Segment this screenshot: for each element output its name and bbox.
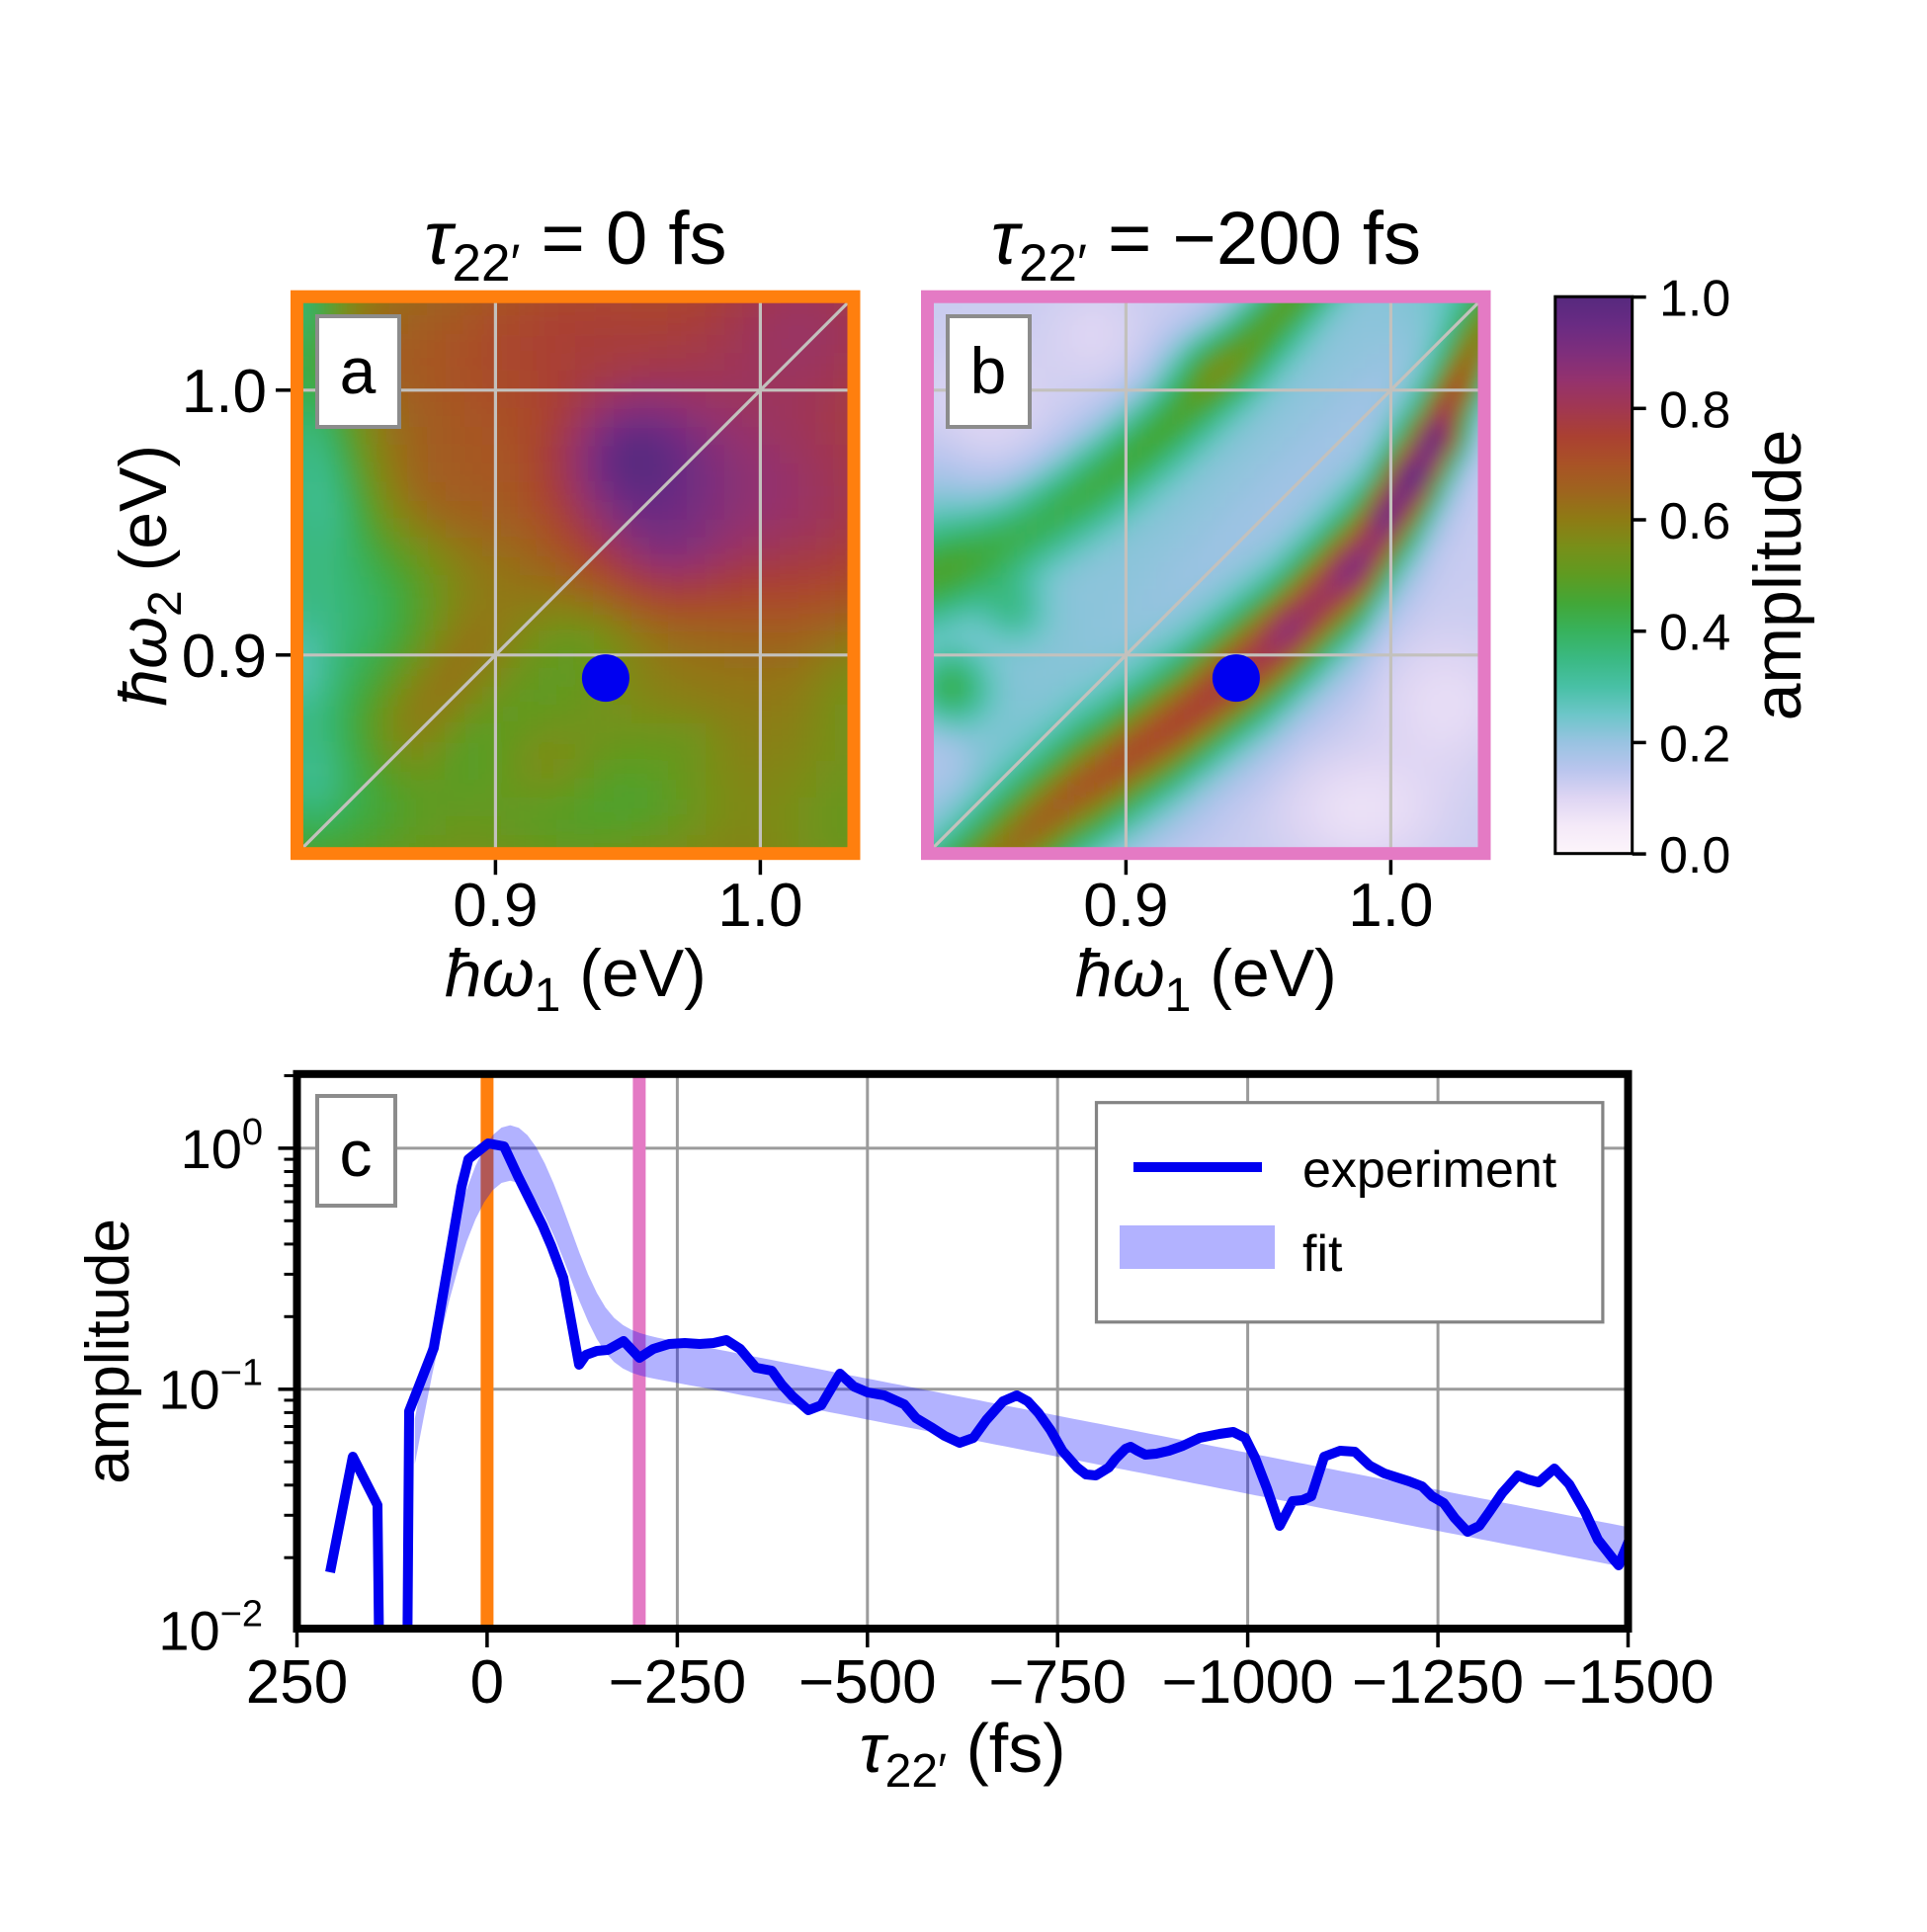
svg-text:0.9: 0.9 [453, 872, 538, 940]
svg-text:τ22′ (fs): τ22′ (fs) [859, 1710, 1065, 1798]
svg-text:250: 250 [246, 1648, 348, 1717]
svg-text:−250: −250 [609, 1648, 747, 1717]
svg-text:0.4: 0.4 [1659, 605, 1730, 662]
svg-text:c: c [340, 1117, 373, 1190]
svg-text:0: 0 [470, 1648, 504, 1717]
svg-text:1.0: 1.0 [182, 358, 267, 426]
svg-text:amplitude: amplitude [1740, 430, 1815, 721]
svg-text:0.9: 0.9 [1083, 872, 1168, 940]
svg-text:−500: −500 [798, 1648, 937, 1717]
svg-text:ħω1 (eV): ħω1 (eV) [445, 936, 707, 1022]
svg-text:τ22′ = −200 fs: τ22′ = −200 fs [991, 197, 1421, 293]
svg-text:τ22′ = 0 fs: τ22′ = 0 fs [424, 197, 726, 293]
svg-text:ħω2 (eV): ħω2 (eV) [106, 445, 192, 707]
svg-text:1.0: 1.0 [717, 872, 802, 940]
svg-text:a: a [340, 334, 377, 407]
svg-text:fit: fit [1302, 1225, 1343, 1283]
svg-text:1.0: 1.0 [1348, 872, 1433, 940]
svg-text:b: b [970, 334, 1007, 407]
svg-text:amplitude: amplitude [74, 1218, 142, 1484]
svg-text:−1250: −1250 [1352, 1648, 1524, 1717]
svg-text:experiment: experiment [1302, 1141, 1557, 1199]
svg-text:0.9: 0.9 [182, 623, 267, 691]
svg-text:−750: −750 [988, 1648, 1127, 1717]
svg-text:0.2: 0.2 [1659, 715, 1730, 773]
svg-text:0.6: 0.6 [1659, 493, 1730, 550]
svg-text:1.0: 1.0 [1659, 271, 1730, 328]
svg-text:ħω1 (eV): ħω1 (eV) [1075, 936, 1337, 1022]
svg-text:−1000: −1000 [1162, 1648, 1334, 1717]
svg-text:0.0: 0.0 [1659, 827, 1730, 884]
svg-text:−1500: −1500 [1542, 1648, 1714, 1717]
svg-text:0.8: 0.8 [1659, 381, 1730, 439]
